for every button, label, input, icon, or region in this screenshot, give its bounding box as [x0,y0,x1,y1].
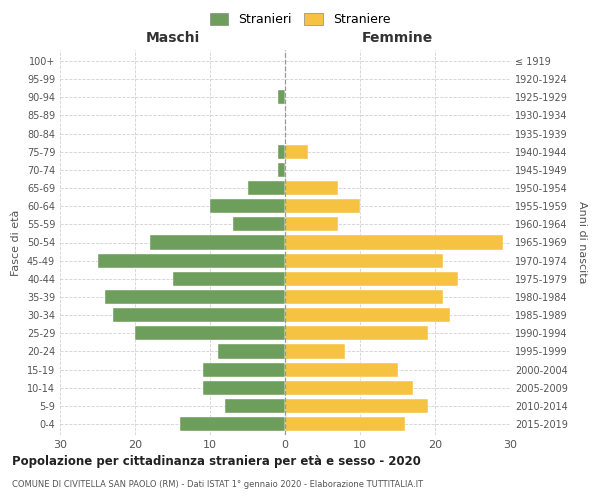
Bar [113,308,285,322]
Bar [97,254,285,268]
Bar [285,236,503,250]
Bar [218,344,285,358]
Bar [285,218,337,232]
Text: Popolazione per cittadinanza straniera per età e sesso - 2020: Popolazione per cittadinanza straniera p… [12,455,421,468]
Bar [285,181,337,195]
Bar [180,417,285,431]
Bar [225,399,285,413]
Bar [285,144,308,159]
Bar [135,326,285,340]
Bar [277,144,285,159]
Bar [285,254,443,268]
Bar [277,90,285,104]
Bar [203,380,285,395]
Bar [173,272,285,286]
Bar [285,417,405,431]
Bar [285,399,427,413]
Text: Femmine: Femmine [362,30,433,44]
Text: COMUNE DI CIVITELLA SAN PAOLO (RM) - Dati ISTAT 1° gennaio 2020 - Elaborazione T: COMUNE DI CIVITELLA SAN PAOLO (RM) - Dat… [12,480,423,489]
Bar [203,362,285,376]
Bar [105,290,285,304]
Bar [277,163,285,177]
Text: Maschi: Maschi [145,30,200,44]
Bar [233,218,285,232]
Bar [285,380,413,395]
Bar [150,236,285,250]
Bar [285,290,443,304]
Bar [285,272,458,286]
Y-axis label: Anni di nascita: Anni di nascita [577,201,587,284]
Bar [248,181,285,195]
Y-axis label: Fasce di età: Fasce di età [11,210,21,276]
Bar [210,199,285,214]
Bar [285,344,345,358]
Bar [285,326,427,340]
Bar [285,199,360,214]
Bar [285,308,450,322]
Bar [285,362,398,376]
Legend: Stranieri, Straniere: Stranieri, Straniere [206,8,394,30]
